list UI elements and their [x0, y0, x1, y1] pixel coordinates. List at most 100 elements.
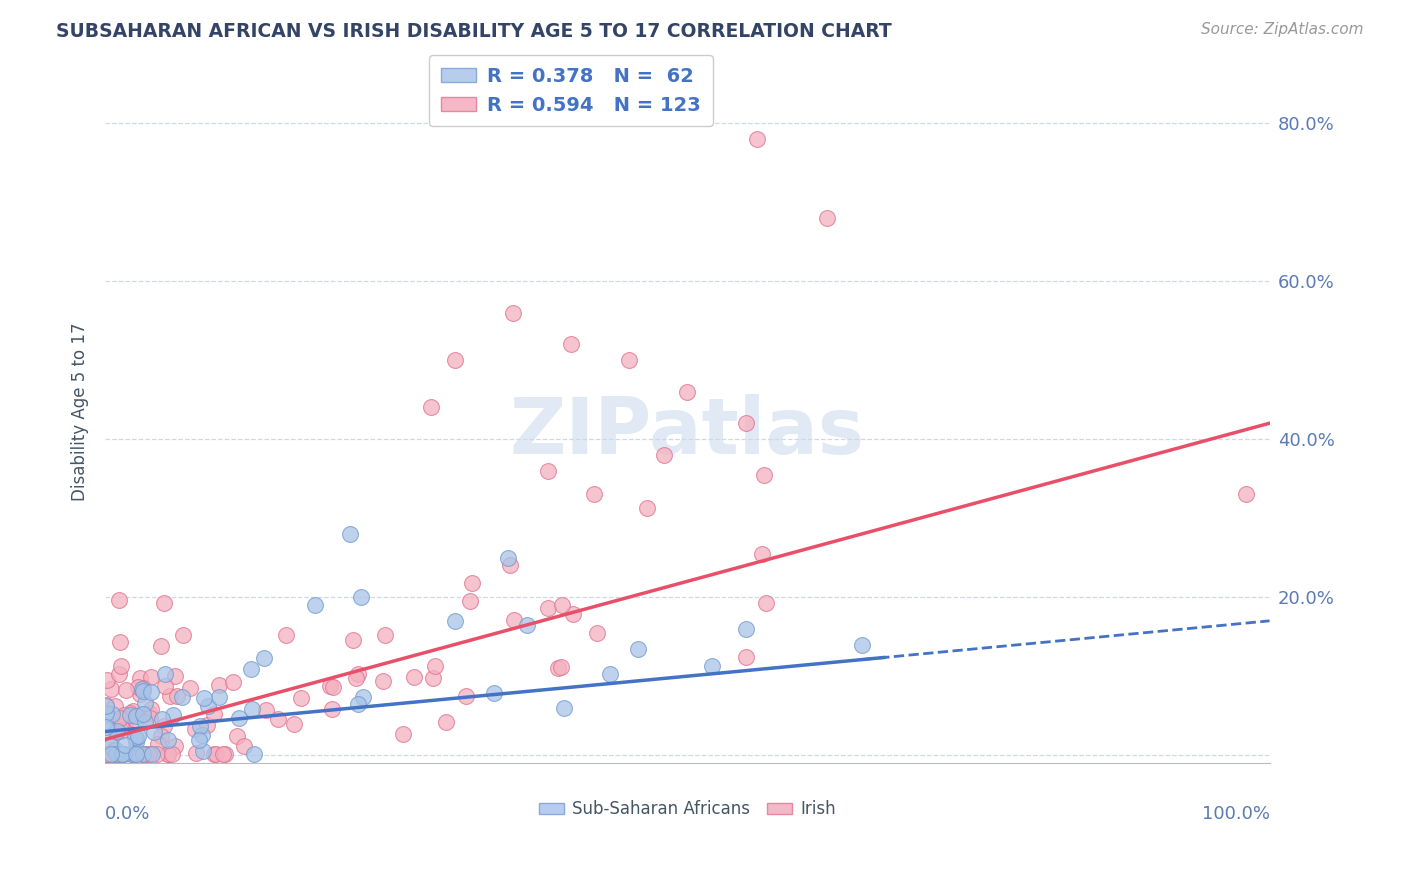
Point — [139, 684, 162, 698]
Point — [208, 690, 231, 705]
Point — [191, 744, 214, 758]
Point — [125, 709, 148, 723]
Point — [193, 690, 215, 705]
Point — [191, 728, 214, 742]
Point — [134, 714, 156, 729]
Point — [107, 747, 129, 762]
Point — [134, 696, 156, 710]
Point — [172, 690, 194, 705]
Point — [96, 673, 118, 687]
Point — [460, 594, 482, 608]
Point — [499, 558, 522, 573]
Point — [100, 681, 122, 696]
Point — [243, 747, 266, 762]
Point — [125, 731, 148, 745]
Point — [105, 747, 128, 762]
Point — [188, 719, 211, 733]
Point — [138, 706, 160, 720]
Point — [108, 592, 131, 607]
Point — [347, 666, 370, 681]
Point — [352, 690, 374, 705]
Point — [676, 384, 699, 399]
Point — [125, 747, 148, 762]
Point — [127, 680, 149, 694]
Point — [165, 669, 187, 683]
Point — [128, 671, 150, 685]
Point — [254, 703, 277, 717]
Point — [434, 715, 457, 730]
Point — [162, 747, 184, 762]
Point — [96, 720, 118, 734]
Text: ZIPatlas: ZIPatlas — [510, 394, 865, 470]
Point — [374, 628, 396, 642]
Point — [253, 651, 276, 665]
Point — [121, 747, 143, 762]
Point — [112, 747, 135, 762]
Point — [112, 713, 135, 727]
Point — [150, 640, 173, 654]
Point — [108, 666, 131, 681]
Point — [197, 699, 219, 714]
Point — [100, 747, 122, 762]
Point — [108, 635, 131, 649]
Point — [550, 660, 572, 674]
Point — [1234, 487, 1257, 501]
Point — [422, 672, 444, 686]
Point — [371, 673, 394, 688]
Point — [420, 401, 443, 415]
Point — [121, 704, 143, 718]
Point — [150, 712, 173, 726]
Point — [184, 746, 207, 760]
Point — [104, 699, 127, 714]
Point — [322, 680, 344, 694]
Point — [443, 353, 465, 368]
Point — [214, 747, 236, 762]
Point — [551, 598, 574, 612]
Point — [127, 709, 149, 723]
Text: 100.0%: 100.0% — [1202, 805, 1270, 823]
Point — [96, 747, 118, 762]
Point — [747, 131, 769, 145]
Point — [148, 737, 170, 751]
Point — [342, 632, 364, 647]
Point — [350, 590, 373, 604]
Point — [228, 711, 250, 725]
Text: Source: ZipAtlas.com: Source: ZipAtlas.com — [1201, 22, 1364, 37]
Point — [188, 732, 211, 747]
Point — [105, 724, 128, 739]
Point — [585, 625, 607, 640]
Point — [121, 746, 143, 760]
Point — [537, 601, 560, 615]
Point — [443, 614, 465, 628]
Point — [267, 712, 290, 726]
Point — [290, 691, 312, 706]
Point — [233, 739, 256, 754]
Point — [344, 671, 367, 685]
Point — [226, 730, 249, 744]
Point — [150, 729, 173, 743]
Point — [132, 747, 155, 762]
Point — [127, 729, 149, 743]
Point — [156, 733, 179, 747]
Point — [114, 682, 136, 697]
Point — [482, 686, 505, 700]
Point — [128, 687, 150, 701]
Point — [114, 717, 136, 731]
Point — [125, 747, 148, 762]
Text: 0.0%: 0.0% — [105, 805, 150, 823]
Point — [124, 730, 146, 744]
Point — [179, 681, 201, 695]
Point — [627, 642, 650, 657]
Point — [617, 353, 640, 368]
Point — [132, 707, 155, 722]
Point — [456, 689, 478, 703]
Point — [96, 698, 118, 713]
Point — [815, 211, 838, 225]
Point — [139, 670, 162, 684]
Point — [120, 747, 142, 762]
Point — [304, 598, 326, 612]
Point — [132, 681, 155, 695]
Point — [139, 711, 162, 725]
Point — [339, 527, 361, 541]
Point — [461, 575, 484, 590]
